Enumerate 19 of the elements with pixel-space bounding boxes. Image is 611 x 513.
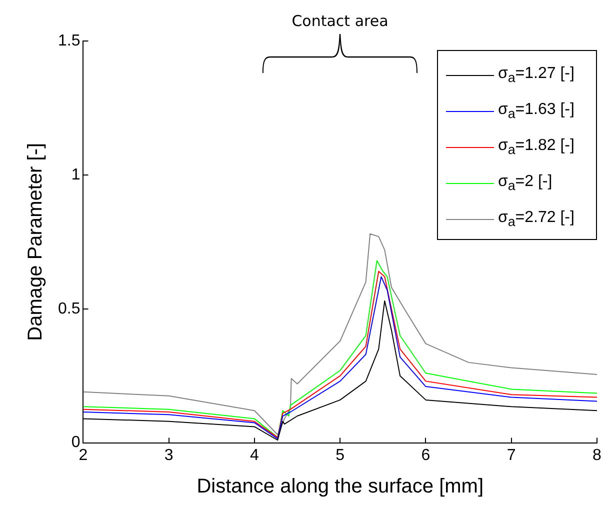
y-tick-label: 0 (71, 434, 80, 452)
y-tick-label: 0.5 (58, 300, 80, 318)
x-tick-label: 6 (421, 446, 430, 464)
legend-label: σ$_{a}$=2 [-] (498, 172, 552, 194)
x-tick-label: 8 (592, 446, 602, 464)
y-tick-label: 1.5 (58, 32, 80, 50)
x-axis-title: Distance along the surface [mm] (196, 476, 484, 498)
legend-label: σ$_{a}$=1.63 [-] (498, 100, 574, 122)
x-tick-label: 3 (164, 446, 174, 464)
x-tick-label: 7 (506, 446, 516, 464)
text: Contact area (290, 12, 390, 30)
x-tick-label: 5 (336, 446, 345, 464)
legend-label: σ$_{a}$=2.72 [-] (498, 208, 574, 230)
y-tick-label: 1 (71, 166, 80, 184)
legend-label: σ$_{a}$=1.27 [-] (498, 64, 574, 86)
x-tick-label: 2 (78, 446, 88, 464)
y-axis-title: Damage Parameter [-] (24, 142, 47, 341)
legend-label: σ$_{a}$=1.82 [-] (498, 136, 574, 158)
x-tick-label: 4 (250, 446, 260, 464)
